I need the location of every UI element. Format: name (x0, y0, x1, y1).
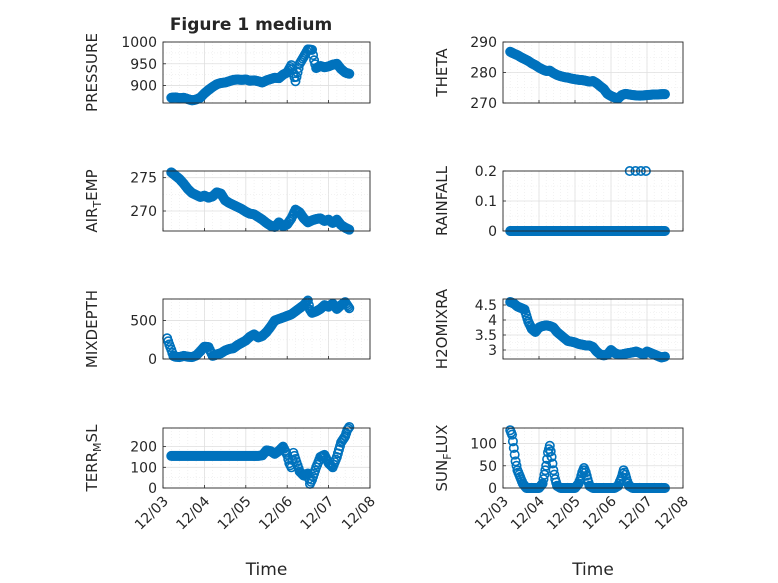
data-point (510, 456, 521, 467)
y-tick-label: 4 (488, 313, 497, 329)
y-axis-label: RAINFALL (433, 165, 451, 236)
y-tick-label: 900 (130, 79, 157, 95)
y-tick-label: 270 (470, 96, 497, 112)
y-tick-label: 275 (130, 171, 157, 187)
data-point (511, 460, 522, 471)
series-points (166, 44, 355, 106)
y-tick-label: 280 (470, 66, 497, 82)
subplot-air_temp: 270 275 AIRTEMP (83, 167, 371, 235)
y-tick-label: 3 (488, 343, 497, 359)
data-point (302, 295, 313, 306)
x-axis-label: Time (571, 560, 614, 580)
data-point (544, 440, 555, 451)
y-tick-label: 0.2 (475, 164, 497, 180)
data-point (343, 301, 354, 312)
axes-box (162, 170, 371, 232)
data-point (307, 44, 318, 55)
y-tick-label: 0.1 (475, 194, 497, 210)
y-axis-label: THETA (433, 48, 451, 98)
y-axis-label: SUNFLUX (433, 425, 454, 492)
data-point (344, 303, 355, 314)
y-tick-label: 4.5 (475, 298, 497, 314)
data-point (507, 436, 518, 447)
y-tick-label: 100 (130, 460, 157, 476)
data-point (509, 449, 520, 460)
plot-area (163, 42, 370, 103)
y-tick-label: 100 (470, 437, 497, 453)
y-tick-label: 0 (488, 224, 497, 240)
y-tick-label: 0 (488, 481, 497, 497)
axes-box (162, 41, 371, 104)
figure-title: Figure 1 medium (170, 15, 332, 35)
subplot-rainfall: 0 0.1 0.2 RAINFALL (433, 164, 684, 240)
data-point (344, 421, 355, 432)
y-tick-label: 270 (130, 204, 157, 220)
y-tick-label: 0 (148, 352, 157, 368)
axes-box (162, 298, 371, 360)
series-points (505, 46, 670, 104)
y-axis-label: PRESSURE (83, 33, 101, 112)
data-point (506, 429, 517, 440)
y-tick-label: 1000 (121, 35, 157, 51)
axes-box (502, 298, 684, 360)
axes-box (502, 41, 684, 104)
plot-area (503, 428, 683, 488)
y-tick-label: 950 (130, 57, 157, 73)
axes-box (502, 170, 684, 232)
data-point (545, 446, 556, 457)
y-axis-label: TERRMSL (83, 424, 104, 493)
y-tick-label: 50 (479, 459, 497, 475)
series-points (162, 295, 355, 363)
data-point (308, 50, 319, 61)
subplot-theta: 270 280 290 THETA (433, 35, 684, 112)
data-point (343, 423, 354, 434)
data-point (659, 351, 670, 362)
x-axis-label: Time (245, 560, 288, 580)
y-tick-label: 0 (148, 481, 157, 497)
data-point (508, 442, 519, 453)
data-point (538, 474, 549, 485)
y-axis-label: MIXDEPTH (83, 290, 101, 368)
y-tick-label: 200 (130, 440, 157, 456)
subplot-mixdepth: 0 500 MIXDEPTH (83, 290, 371, 368)
y-tick-label: 500 (130, 314, 157, 330)
y-axis-label: H2OMIXRA (433, 288, 451, 369)
data-point (548, 465, 559, 476)
data-point (546, 451, 557, 462)
data-point (541, 460, 552, 471)
data-point (344, 224, 355, 235)
data-point (344, 68, 355, 79)
data-point (286, 462, 297, 473)
axes-box (162, 427, 371, 489)
series-points (166, 167, 355, 235)
axes-box (502, 427, 684, 489)
data-point (539, 469, 550, 480)
y-tick-label: 3.5 (475, 328, 497, 344)
y-tick-label: 290 (470, 35, 497, 51)
data-point (659, 89, 670, 100)
series-points (166, 421, 355, 489)
subplot-pressure: 900 950 1000 PRESSURE (83, 33, 371, 112)
subplot-h2omixra: 33.544.5 H2OMIXRA (433, 288, 684, 369)
data-point (547, 458, 558, 469)
y-axis-label: AIRTEMP (83, 169, 104, 232)
data-point (324, 459, 335, 470)
